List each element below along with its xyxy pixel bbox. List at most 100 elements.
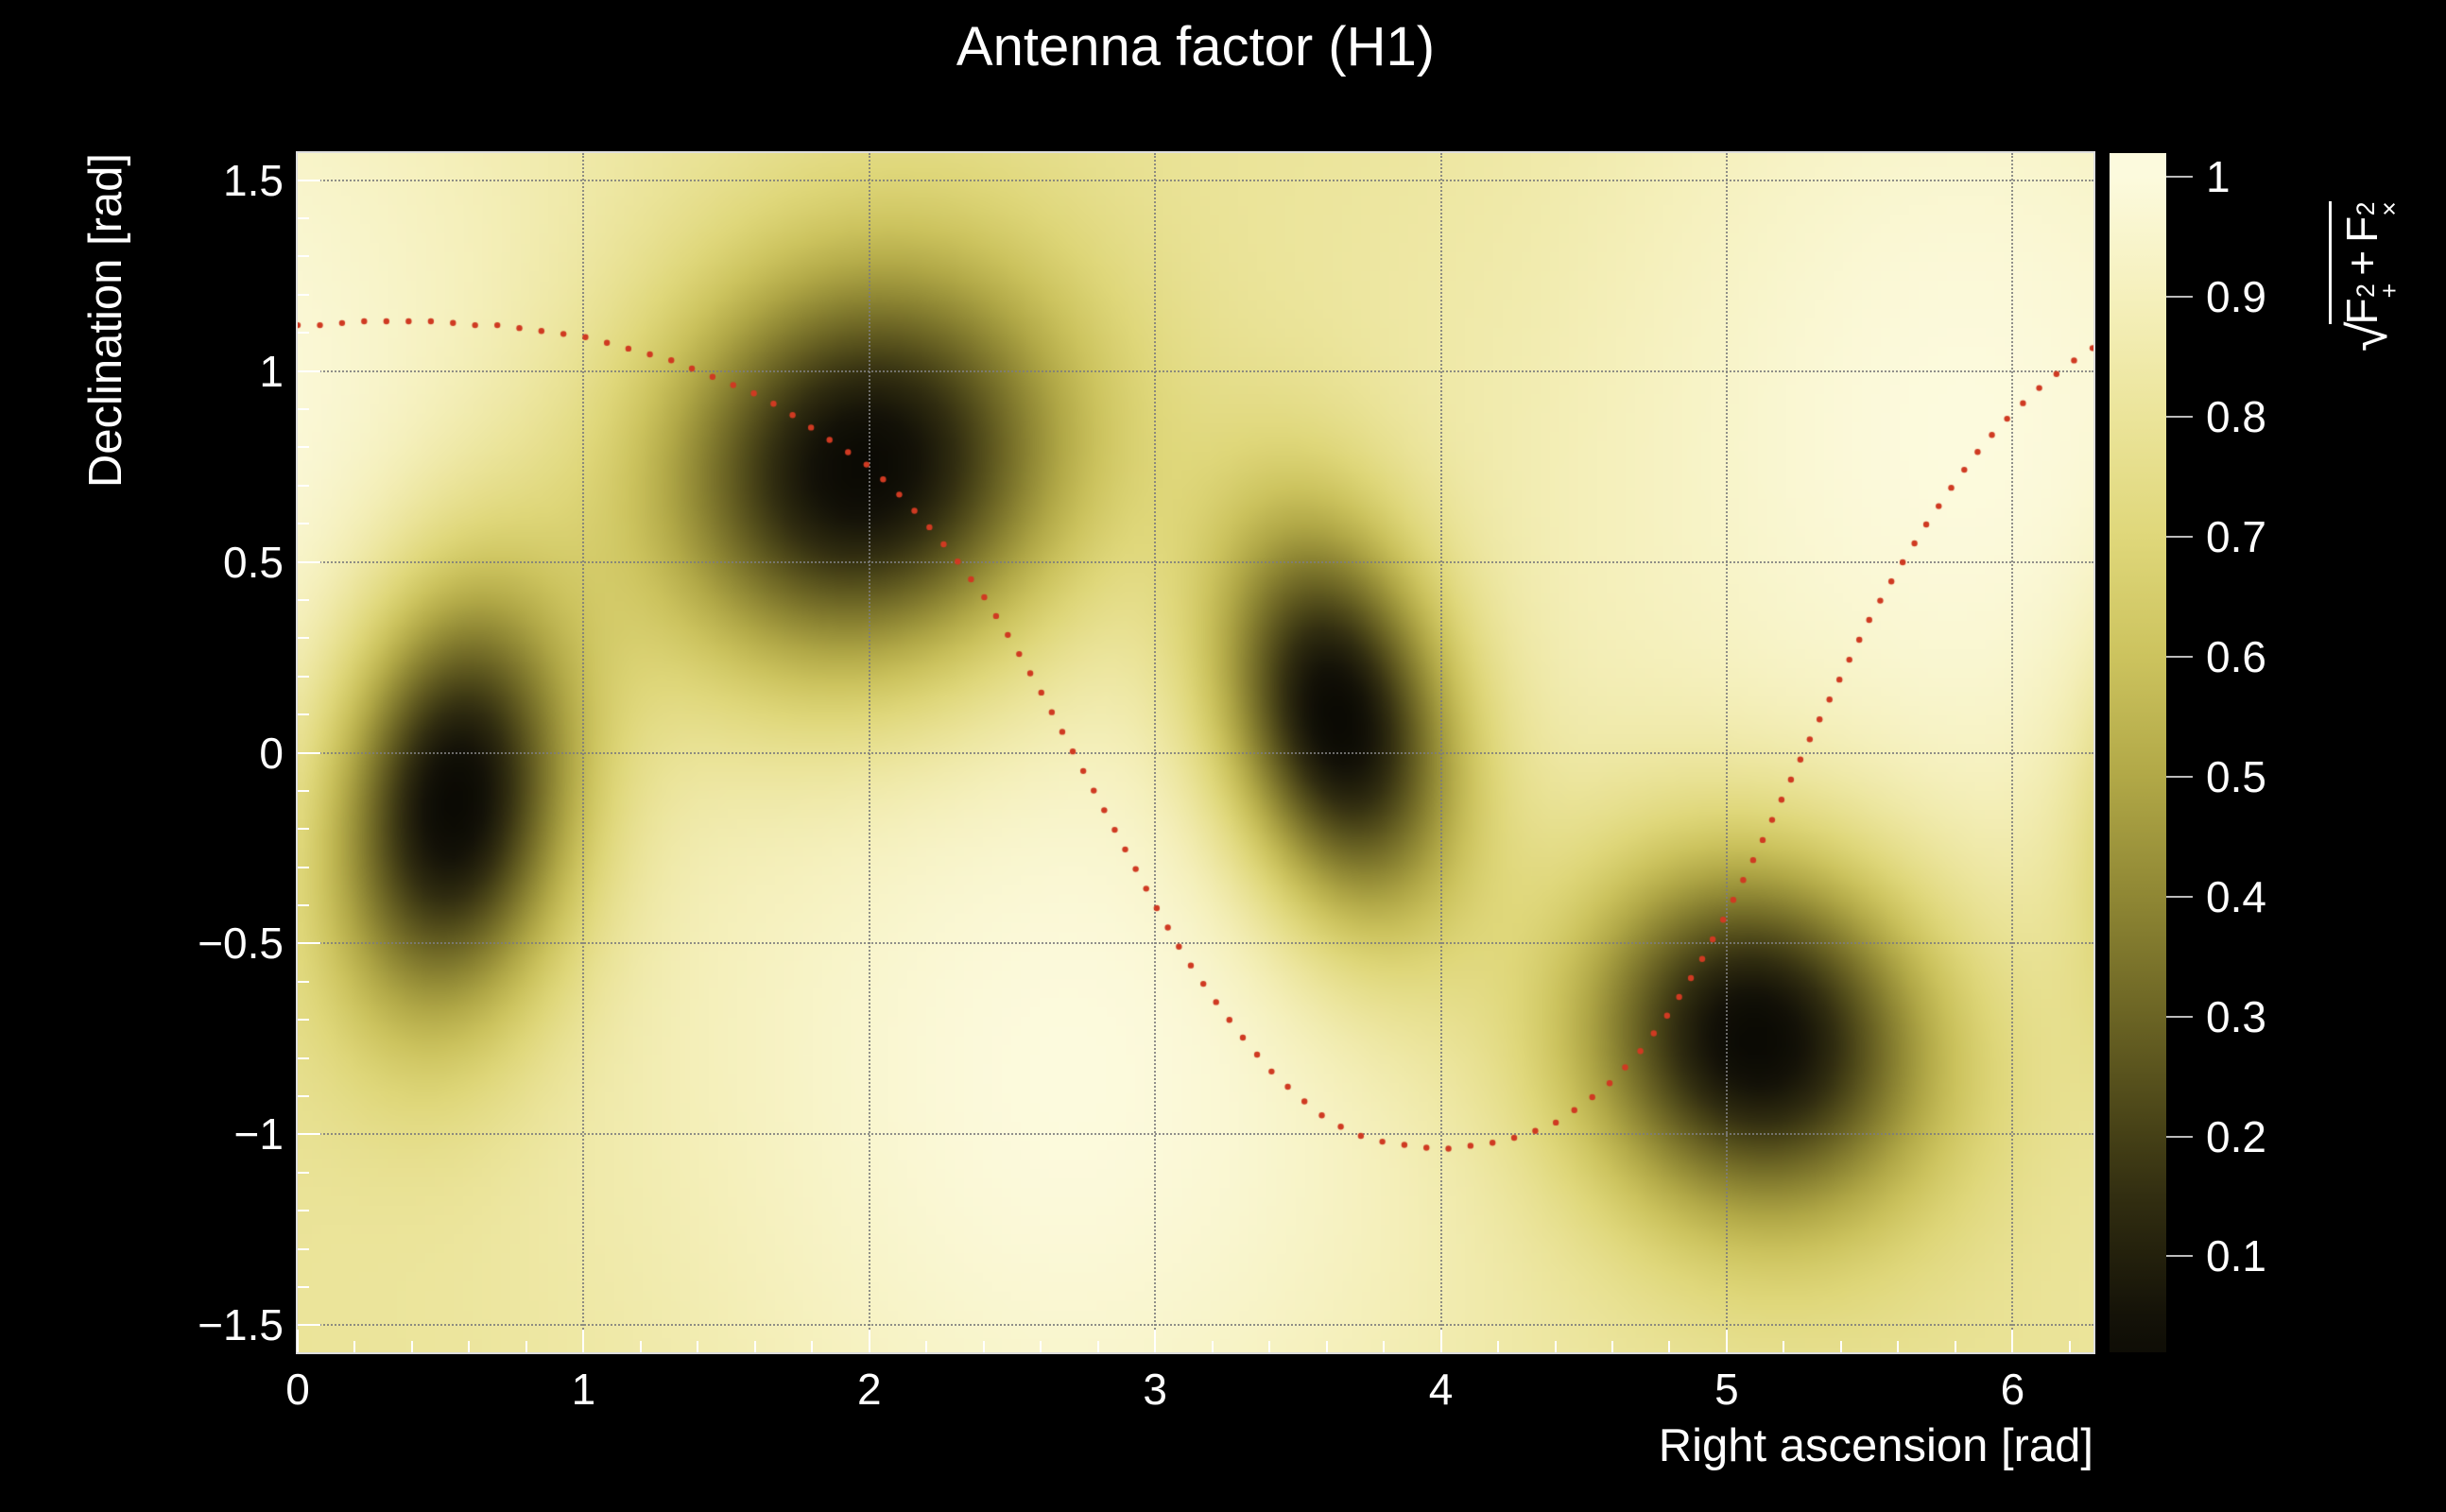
x-minor-tick	[1954, 1341, 1956, 1352]
x-axis-title: Right ascension [rad]	[1658, 1420, 2093, 1471]
colorbar-tick-label: 0.4	[2206, 871, 2266, 921]
curve-overlay-canvas	[298, 153, 2093, 1352]
colorbar-title-expression: F 2 + +F 2 ×	[2329, 201, 2404, 325]
x-minor-tick	[1211, 1341, 1214, 1352]
x-minor-tick	[1268, 1341, 1271, 1352]
colorbar-tick	[2166, 775, 2193, 778]
x-tick-label: 2	[856, 1365, 882, 1414]
x-minor-tick	[753, 1341, 756, 1352]
term2-scripts: 2 ×	[2351, 201, 2404, 216]
x-major-tick	[1439, 1330, 1442, 1352]
x-minor-tick	[525, 1341, 527, 1352]
y-minor-tick	[298, 713, 309, 716]
x-minor-tick	[353, 1341, 356, 1352]
y-minor-tick	[298, 216, 309, 219]
x-minor-tick	[1611, 1341, 1613, 1352]
y-minor-tick	[298, 1057, 309, 1059]
y-major-tick	[298, 1324, 320, 1327]
x-major-tick	[582, 1330, 585, 1352]
colorbar-tick-label: 0.3	[2206, 991, 2266, 1041]
colorbar-tick	[2166, 1255, 2193, 1258]
x-tick-label: 0	[285, 1365, 310, 1414]
y-major-tick	[298, 560, 320, 563]
x-minor-tick	[1554, 1341, 1557, 1352]
colorbar-tick-label: 0.5	[2206, 751, 2266, 801]
x-minor-tick	[1897, 1341, 1900, 1352]
x-minor-tick	[2068, 1341, 2071, 1352]
y-minor-tick	[298, 828, 309, 831]
y-minor-tick	[298, 637, 309, 640]
chart-title: Antenna factor (H1)	[956, 16, 1436, 77]
y-minor-tick	[298, 1210, 309, 1212]
colorbar-tick-label: 0.8	[2206, 392, 2266, 442]
y-tick-label: 0	[259, 728, 284, 778]
colorbar-tick	[2166, 895, 2193, 898]
term1-scripts: 2 +	[2351, 283, 2404, 299]
y-major-tick	[298, 179, 320, 181]
y-minor-tick	[298, 484, 309, 487]
x-minor-tick	[811, 1341, 814, 1352]
plus-operator: +	[2337, 249, 2386, 276]
y-major-tick	[298, 369, 320, 372]
y-minor-tick	[298, 904, 309, 907]
y-axis-title: Declination [rad]	[80, 153, 131, 489]
y-tick-label: 1.5	[223, 155, 284, 205]
colorbar-tick-label: 0.9	[2206, 272, 2266, 322]
y-minor-tick	[298, 523, 309, 525]
x-major-tick	[1154, 1330, 1157, 1352]
term2-base: F	[2337, 215, 2386, 243]
y-minor-tick	[298, 598, 309, 601]
y-minor-tick	[298, 1019, 309, 1022]
x-major-tick	[2011, 1330, 2014, 1352]
x-minor-tick	[468, 1341, 471, 1352]
colorbar-tick-label: 0.2	[2206, 1111, 2266, 1161]
colorbar-tick	[2166, 1015, 2193, 1018]
y-tick-label: 1	[259, 346, 284, 396]
x-minor-tick	[1325, 1341, 1328, 1352]
x-minor-tick	[982, 1341, 985, 1352]
y-major-tick	[298, 942, 320, 945]
x-minor-tick	[410, 1341, 413, 1352]
y-major-tick	[298, 751, 320, 754]
x-minor-tick	[639, 1341, 642, 1352]
y-minor-tick	[298, 789, 309, 792]
x-major-tick	[1725, 1330, 1728, 1352]
y-minor-tick	[298, 1247, 309, 1250]
y-minor-tick	[298, 675, 309, 678]
colorbar-tick	[2166, 296, 2193, 299]
x-tick-label: 4	[1428, 1365, 1454, 1414]
x-minor-tick	[1839, 1341, 1842, 1352]
colorbar-tick	[2166, 655, 2193, 658]
x-minor-tick	[1497, 1341, 1500, 1352]
colorbar-tick-label: 1	[2206, 152, 2231, 202]
x-tick-label: 6	[2000, 1365, 2025, 1414]
x-tick-label: 1	[571, 1365, 596, 1414]
y-tick-label: 0.5	[223, 537, 284, 587]
term1-subscript: +	[2375, 283, 2404, 299]
x-minor-tick	[1783, 1341, 1785, 1352]
y-minor-tick	[298, 1171, 309, 1174]
y-minor-tick	[298, 980, 309, 983]
y-minor-tick	[298, 446, 309, 449]
y-tick-label: −0.5	[198, 919, 284, 969]
x-minor-tick	[1040, 1341, 1042, 1352]
colorbar-tick-label: 0.6	[2206, 631, 2266, 681]
colorbar-tick	[2166, 176, 2193, 179]
y-minor-tick	[298, 407, 309, 410]
x-minor-tick	[1383, 1341, 1386, 1352]
plot-frame	[296, 151, 2095, 1354]
colorbar-gradient	[2110, 153, 2166, 1352]
y-minor-tick	[298, 255, 309, 258]
x-minor-tick	[925, 1341, 928, 1352]
colorbar-tick	[2166, 416, 2193, 419]
term2-subscript: ×	[2375, 201, 2404, 216]
term1-base: F	[2337, 298, 2386, 325]
y-tick-label: −1.5	[198, 1300, 284, 1350]
x-minor-tick	[697, 1341, 699, 1352]
radical-icon: √	[2338, 321, 2400, 352]
colorbar-tick	[2166, 1135, 2193, 1138]
y-minor-tick	[298, 1286, 309, 1288]
y-major-tick	[298, 1133, 320, 1136]
y-minor-tick	[298, 293, 309, 296]
